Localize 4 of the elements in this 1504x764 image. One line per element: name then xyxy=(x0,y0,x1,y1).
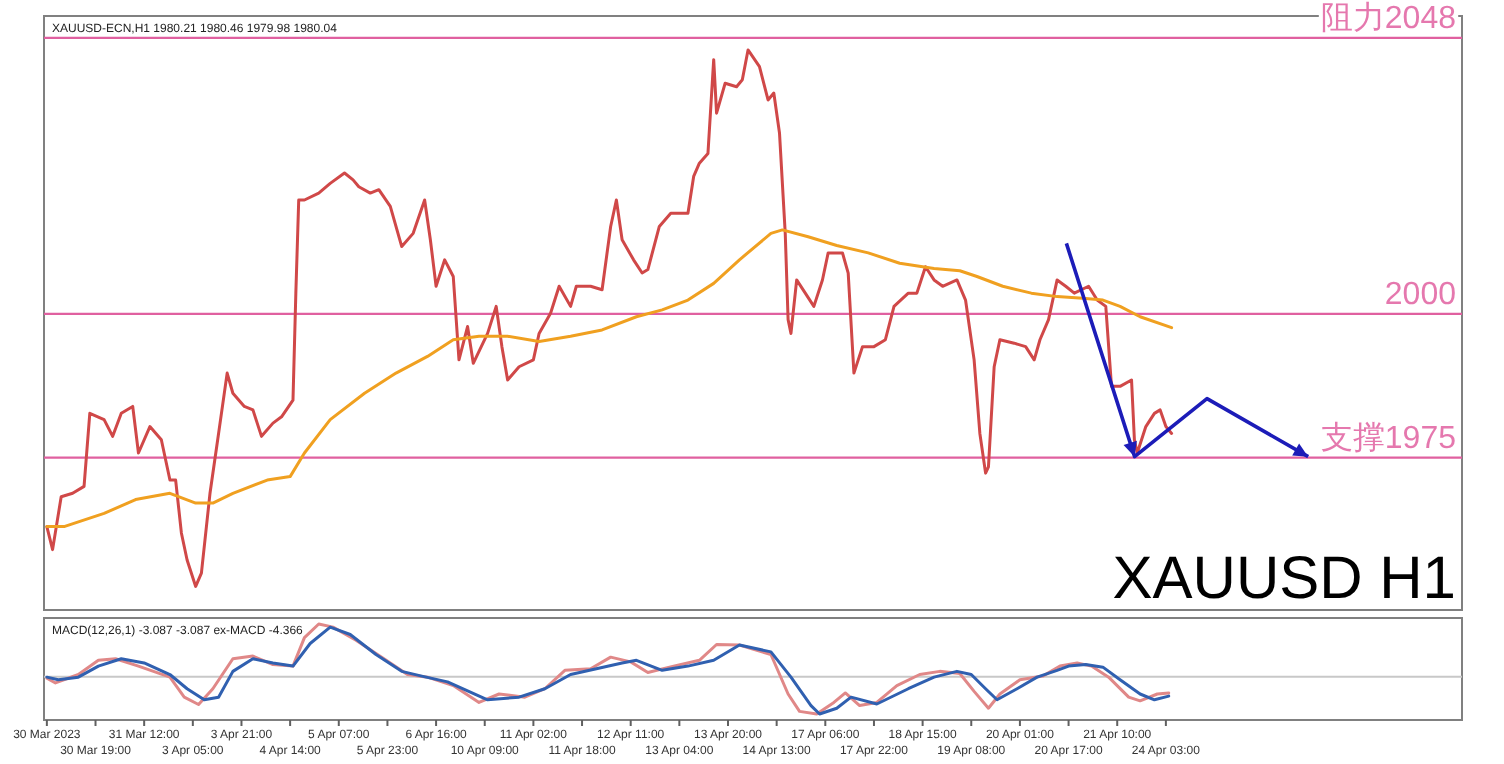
ref-line-label: 2000 xyxy=(1384,277,1457,312)
annotation: XAUUSD H1 xyxy=(1112,546,1456,612)
ref-line-label: 阻力2048 xyxy=(1320,0,1457,36)
ref-line-label: 支撑1975 xyxy=(1320,419,1457,456)
